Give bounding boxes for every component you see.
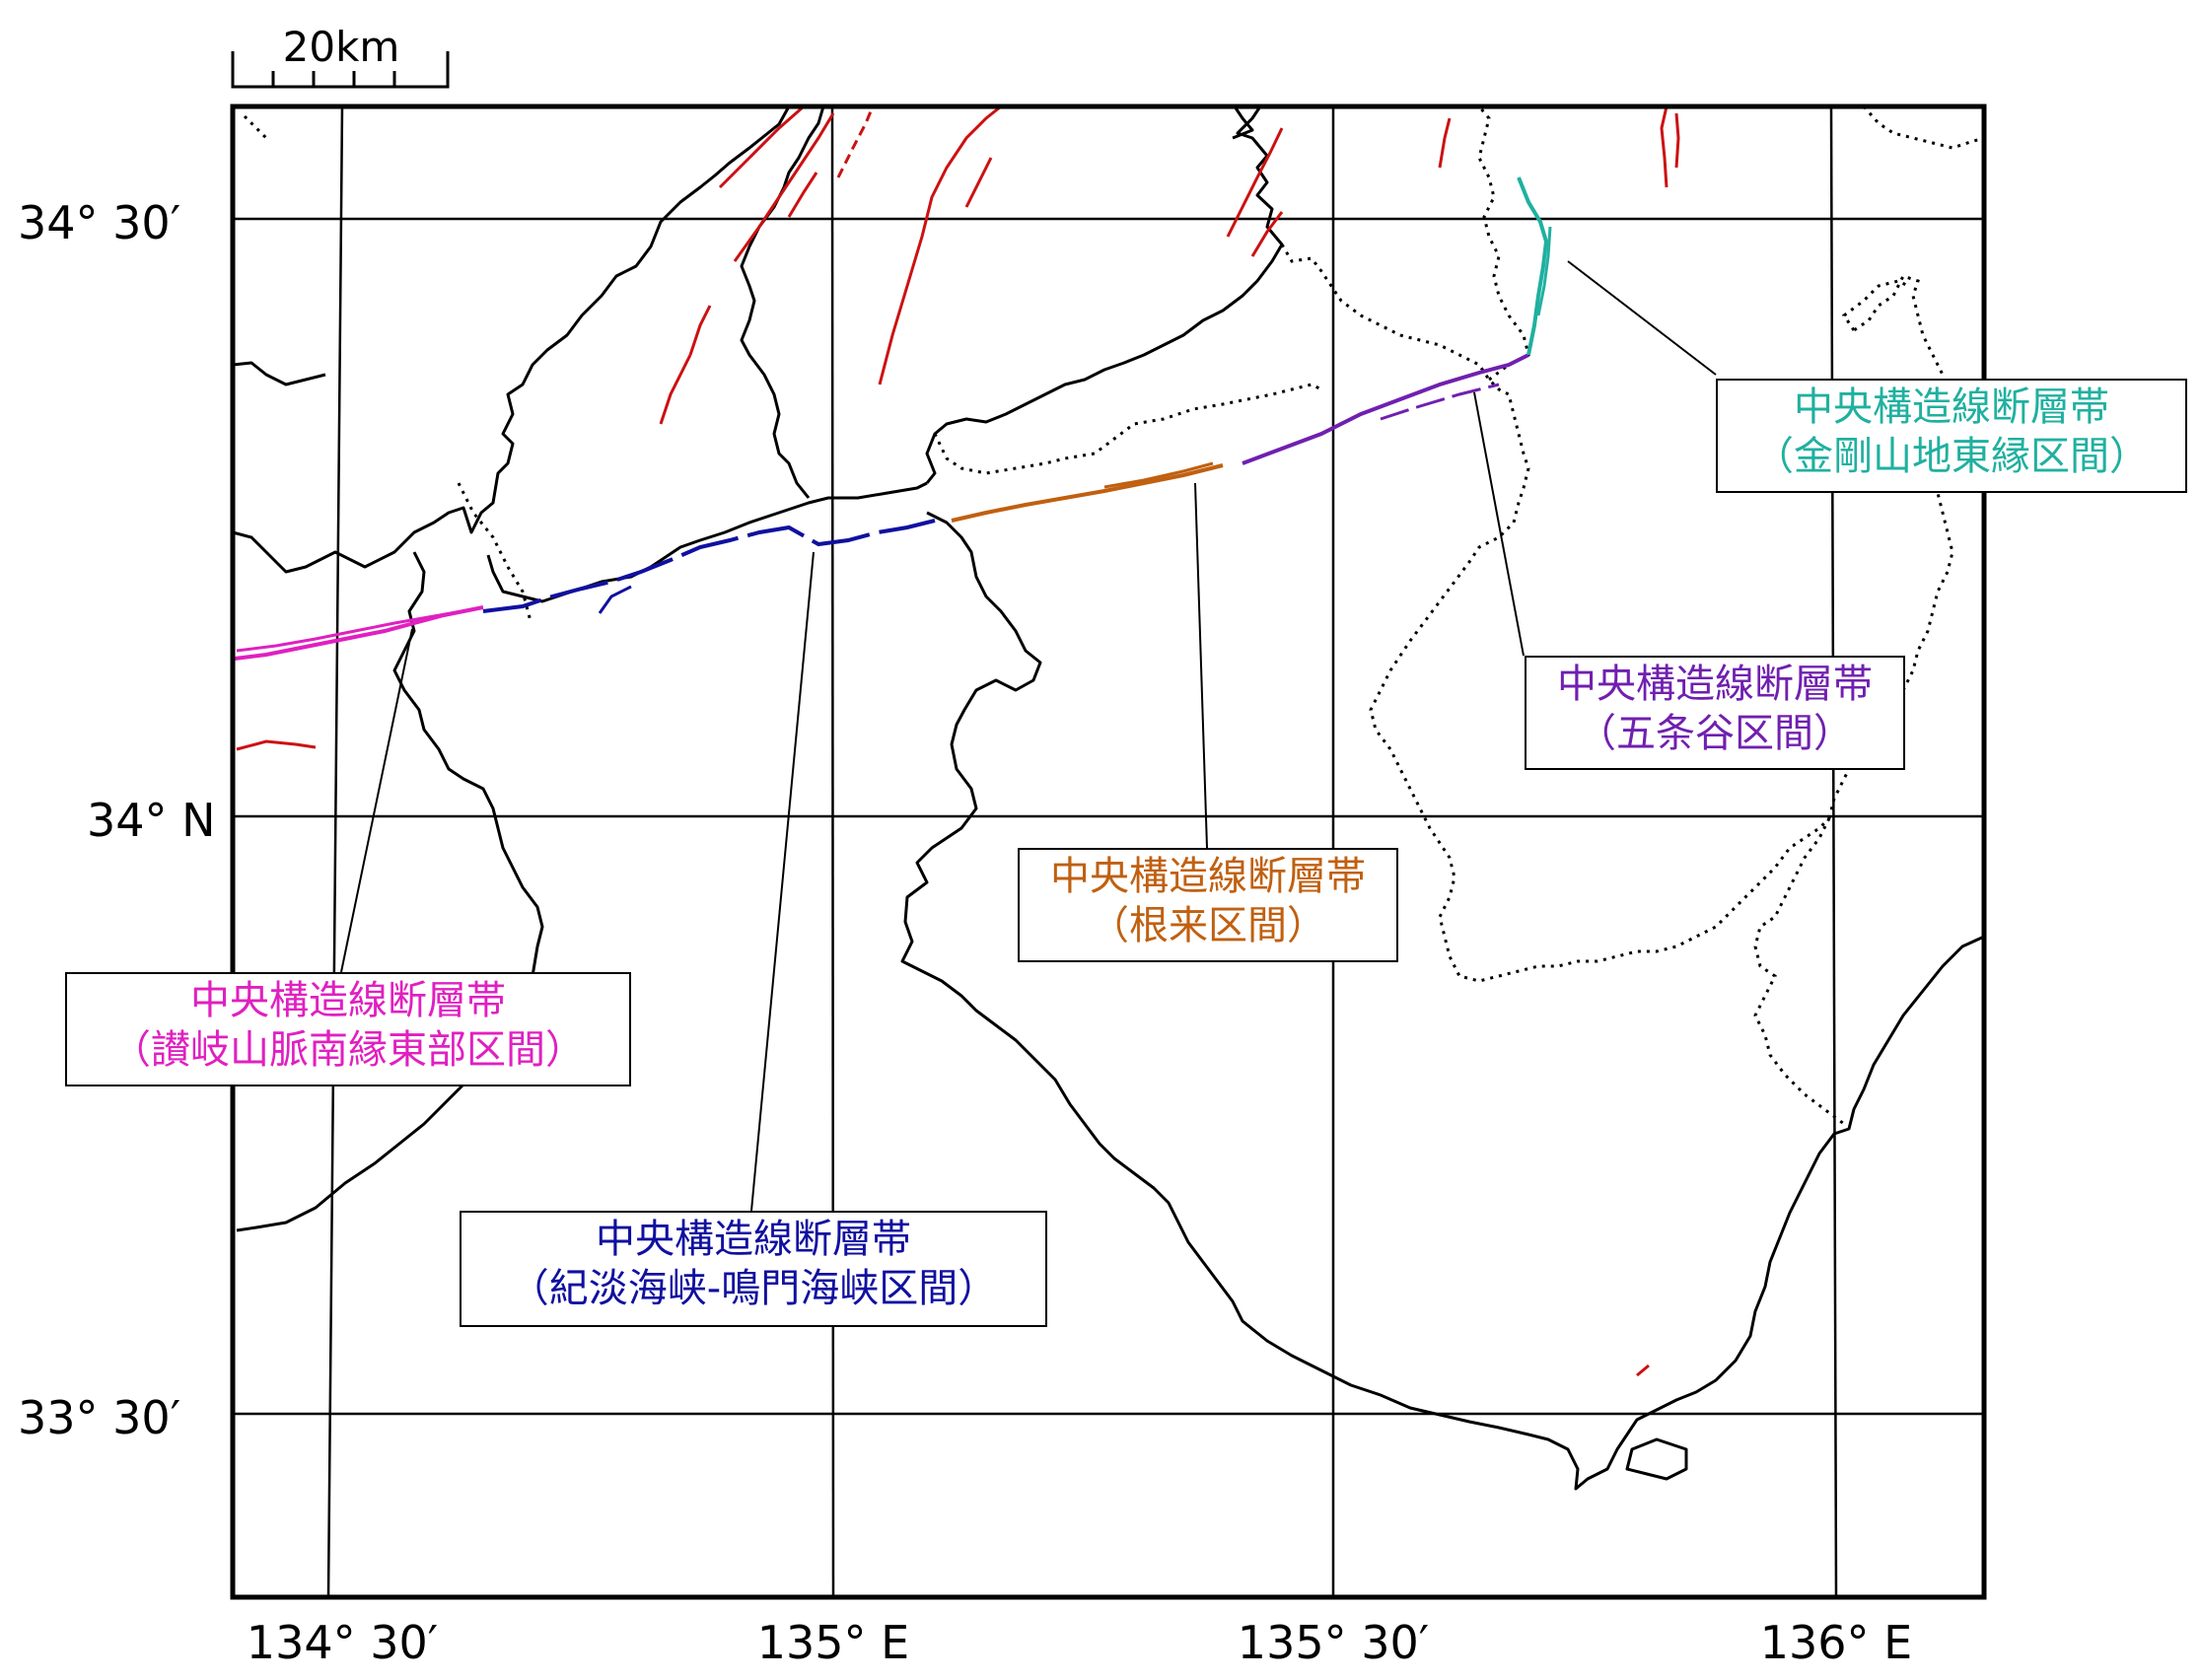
label-kongo-section: （金剛山地東縁区間） bbox=[1754, 434, 2149, 479]
lat-label-3430: 34° 30′ bbox=[18, 196, 180, 249]
segment-line-kitan bbox=[482, 519, 936, 613]
coastline bbox=[232, 105, 1985, 1491]
segment-branch-gojodani bbox=[1380, 383, 1500, 421]
segment-branch-kongo bbox=[1536, 226, 1552, 316]
lat-label-3330: 33° 30′ bbox=[18, 1391, 180, 1444]
lon-label-135e: 135° E bbox=[757, 1616, 910, 1669]
label-sanuki-name: 中央構造線断層帯 bbox=[190, 978, 506, 1023]
label-gojodani: 中央構造線断層帯 （五条谷区間） bbox=[1525, 656, 1905, 770]
other-faults bbox=[236, 105, 1680, 1377]
segment-branch-kitan bbox=[598, 585, 632, 614]
label-kitan-name: 中央構造線断層帯 bbox=[596, 1217, 911, 1262]
label-sanuki-section: （讃岐山脈南縁東部区間） bbox=[111, 1027, 585, 1073]
segment-branch-sanuki bbox=[236, 607, 474, 653]
segment-branch-negoro bbox=[1103, 461, 1214, 489]
label-kitan-section: （紀淡海峡-鳴門海峡区間） bbox=[509, 1266, 998, 1311]
label-sanuki: 中央構造線断層帯 （讃岐山脈南縁東部区間） bbox=[65, 972, 631, 1086]
lat-label-34n: 34° N bbox=[87, 794, 216, 847]
lon-label-13430: 134° 30′ bbox=[247, 1616, 438, 1669]
scale-bar: 20km bbox=[231, 23, 450, 89]
label-negoro-section: （根来区間） bbox=[1090, 903, 1326, 948]
segment-line-gojodani bbox=[1242, 353, 1529, 465]
label-gojodani-name: 中央構造線断層帯 bbox=[1557, 662, 1873, 707]
label-gojodani-section: （五条谷区間） bbox=[1577, 711, 1853, 756]
segment-line-kongo bbox=[1517, 176, 1549, 356]
label-kongo-name: 中央構造線断層帯 bbox=[1794, 385, 2109, 430]
segment-line-negoro bbox=[951, 463, 1224, 523]
mtl-segments bbox=[234, 176, 1552, 661]
leader-lines bbox=[340, 260, 1717, 1212]
label-kongo: 中央構造線断層帯 （金剛山地東縁区間） bbox=[1716, 379, 2187, 493]
scale-bar-label: 20km bbox=[283, 23, 400, 71]
lon-label-136e: 136° E bbox=[1760, 1616, 1913, 1669]
label-kitan: 中央構造線断層帯 （紀淡海峡-鳴門海峡区間） bbox=[460, 1211, 1047, 1327]
label-negoro: 中央構造線断層帯 （根来区間） bbox=[1018, 848, 1398, 962]
label-negoro-name: 中央構造線断層帯 bbox=[1050, 854, 1366, 899]
lon-label-13530: 135° 30′ bbox=[1238, 1616, 1429, 1669]
